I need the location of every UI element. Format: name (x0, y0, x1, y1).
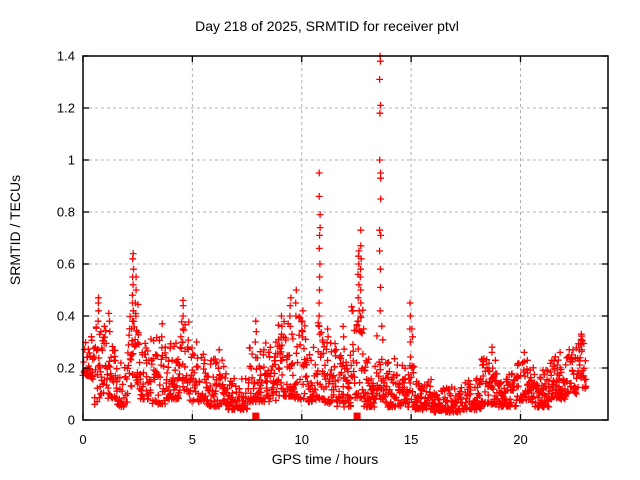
tick-labels: 0 5 10 15 20 0 0.2 0.4 0.6 0.8 1 1.2 1.4 (57, 49, 528, 448)
y-tick-label: 0.8 (57, 205, 75, 220)
y-tick-label: 0.4 (57, 309, 75, 324)
scatter-points (79, 52, 590, 416)
y-tick-label: 0.2 (57, 361, 75, 376)
x-axis-label: GPS time / hours (272, 451, 379, 467)
y-tick-label: 1 (68, 153, 75, 168)
x-tick-label: 20 (513, 432, 527, 447)
axis-ticks (82, 55, 608, 421)
x-tick-label: 5 (189, 432, 196, 447)
x-tick-label: 15 (404, 432, 418, 447)
y-axis-label: SRMTID / TECUs (7, 175, 23, 285)
y-tick-label: 1.4 (57, 49, 75, 64)
y-tick-label: 1.2 (57, 101, 75, 116)
x-tick-label: 0 (79, 432, 86, 447)
y-tick-label: 0 (68, 413, 75, 428)
grid-lines (83, 56, 608, 420)
plot-border (82, 55, 609, 421)
chart-title: Day 218 of 2025, SRMTID for receiver ptv… (195, 18, 459, 34)
event-flag-markers (252, 412, 361, 420)
y-tick-label: 0.6 (57, 257, 75, 272)
x-tick-label: 10 (295, 432, 309, 447)
